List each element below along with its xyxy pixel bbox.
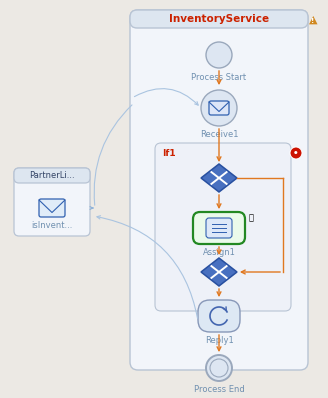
FancyArrowPatch shape [94,105,132,205]
FancyArrowPatch shape [97,216,197,318]
Text: Process End: Process End [194,385,244,394]
FancyArrowPatch shape [217,289,221,296]
FancyBboxPatch shape [14,168,90,183]
Text: PartnerLi...: PartnerLi... [29,171,75,180]
Text: !: ! [311,18,315,24]
FancyBboxPatch shape [206,218,232,238]
Text: ▲: ▲ [309,15,317,25]
Circle shape [201,90,237,126]
Text: Reply1: Reply1 [205,336,234,345]
FancyBboxPatch shape [39,199,65,217]
FancyBboxPatch shape [130,10,308,28]
FancyArrowPatch shape [217,71,221,84]
FancyBboxPatch shape [198,300,240,332]
Polygon shape [201,164,237,192]
FancyArrowPatch shape [134,89,198,105]
FancyBboxPatch shape [193,212,245,244]
FancyBboxPatch shape [130,10,308,370]
Text: isInvent...: isInvent... [31,220,73,230]
FancyBboxPatch shape [14,168,90,236]
Text: InventoryService: InventoryService [169,14,269,24]
FancyBboxPatch shape [155,143,291,311]
FancyArrowPatch shape [217,195,221,208]
Text: 🗒: 🗒 [249,213,254,222]
Circle shape [210,359,228,377]
Text: ●: ● [294,151,298,155]
FancyArrowPatch shape [217,129,221,161]
Text: Receive1: Receive1 [200,130,238,139]
FancyArrowPatch shape [217,335,221,351]
FancyBboxPatch shape [209,101,229,115]
FancyArrowPatch shape [217,247,221,254]
Text: If1: If1 [162,148,175,158]
Circle shape [206,42,232,68]
Text: Assign1: Assign1 [203,248,236,257]
Polygon shape [201,258,237,286]
FancyArrowPatch shape [241,270,280,274]
Text: Process Start: Process Start [192,73,247,82]
Circle shape [290,147,302,159]
Circle shape [206,355,232,381]
